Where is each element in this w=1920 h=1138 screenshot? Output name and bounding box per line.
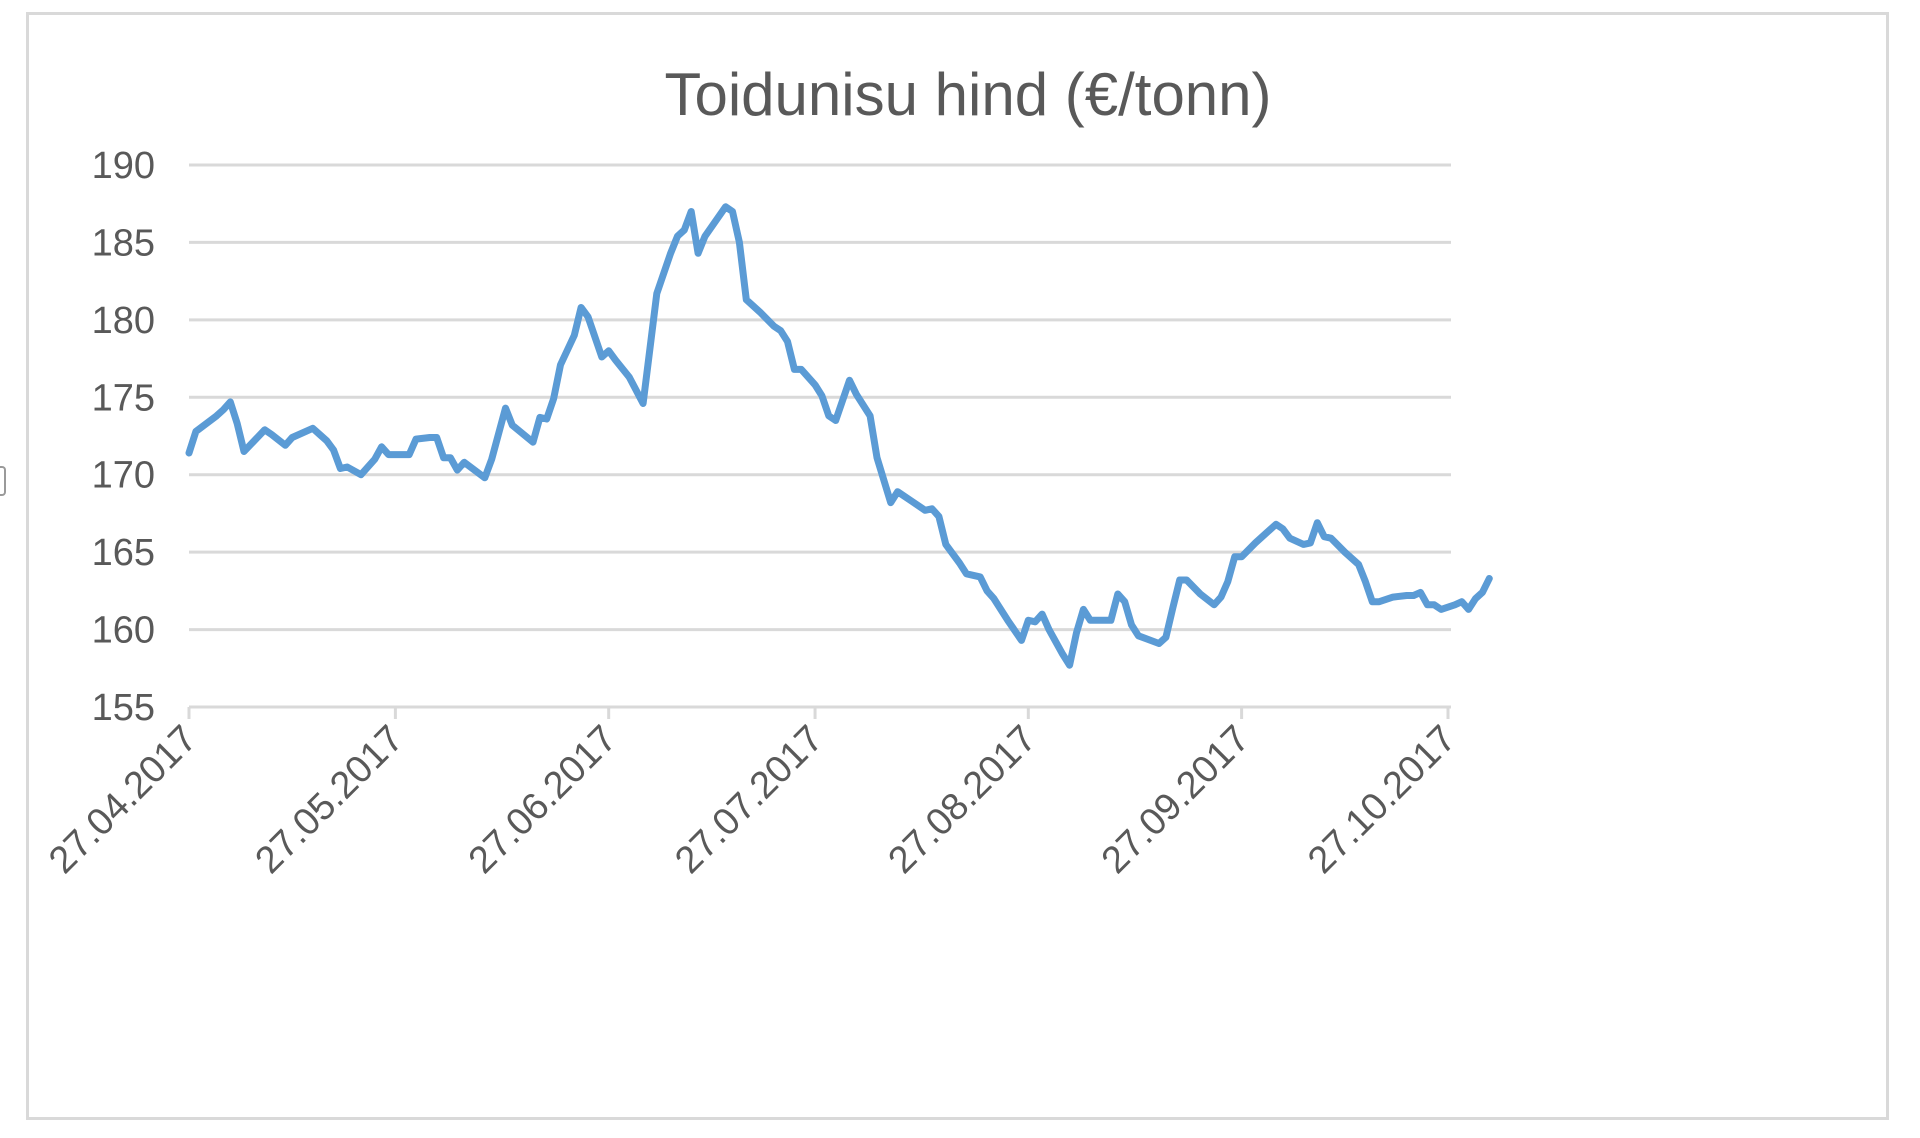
x-tick-label: 27.06.2017: [461, 718, 625, 882]
line-chart: Toidunisu hind (€/tonn) 1551601651701751…: [41, 61, 1493, 882]
x-tick-label: 27.04.2017: [41, 718, 205, 882]
x-tick-label: 27.07.2017: [667, 718, 831, 882]
y-tick-label: 175: [92, 377, 155, 419]
x-tick-label: 27.09.2017: [1094, 718, 1258, 882]
chart-frame: Toidunisu hind (€/tonn) 155 160 165 170 175 1…: [26, 12, 1889, 1120]
y-tick-label: 185: [92, 222, 155, 264]
window-edge-tab: [0, 466, 6, 496]
y-tick-label: 155: [92, 687, 155, 729]
gridlines: [189, 163, 1451, 709]
y-tick-label: 160: [92, 610, 155, 652]
x-tick-label: 27.05.2017: [248, 718, 412, 882]
x-tick-label: 27.10.2017: [1300, 718, 1464, 882]
y-tick-label: 170: [92, 455, 155, 497]
y-tick-label: 180: [92, 300, 155, 342]
y-tick-label: 190: [92, 145, 155, 187]
x-axis: 27.04.2017 27.05.2017 27.06.2017 27.07.2017…: [41, 707, 1464, 882]
chart-title: Toidunisu hind (€/tonn): [664, 61, 1271, 128]
y-tick-label: 165: [92, 532, 155, 574]
x-tick-label: 27.08.2017: [881, 718, 1045, 882]
price-series-line: [185, 203, 1493, 669]
series-layer: [185, 203, 1493, 669]
y-axis-tick-labels: 155 160 165 170 175 180 185 190: [92, 145, 155, 729]
